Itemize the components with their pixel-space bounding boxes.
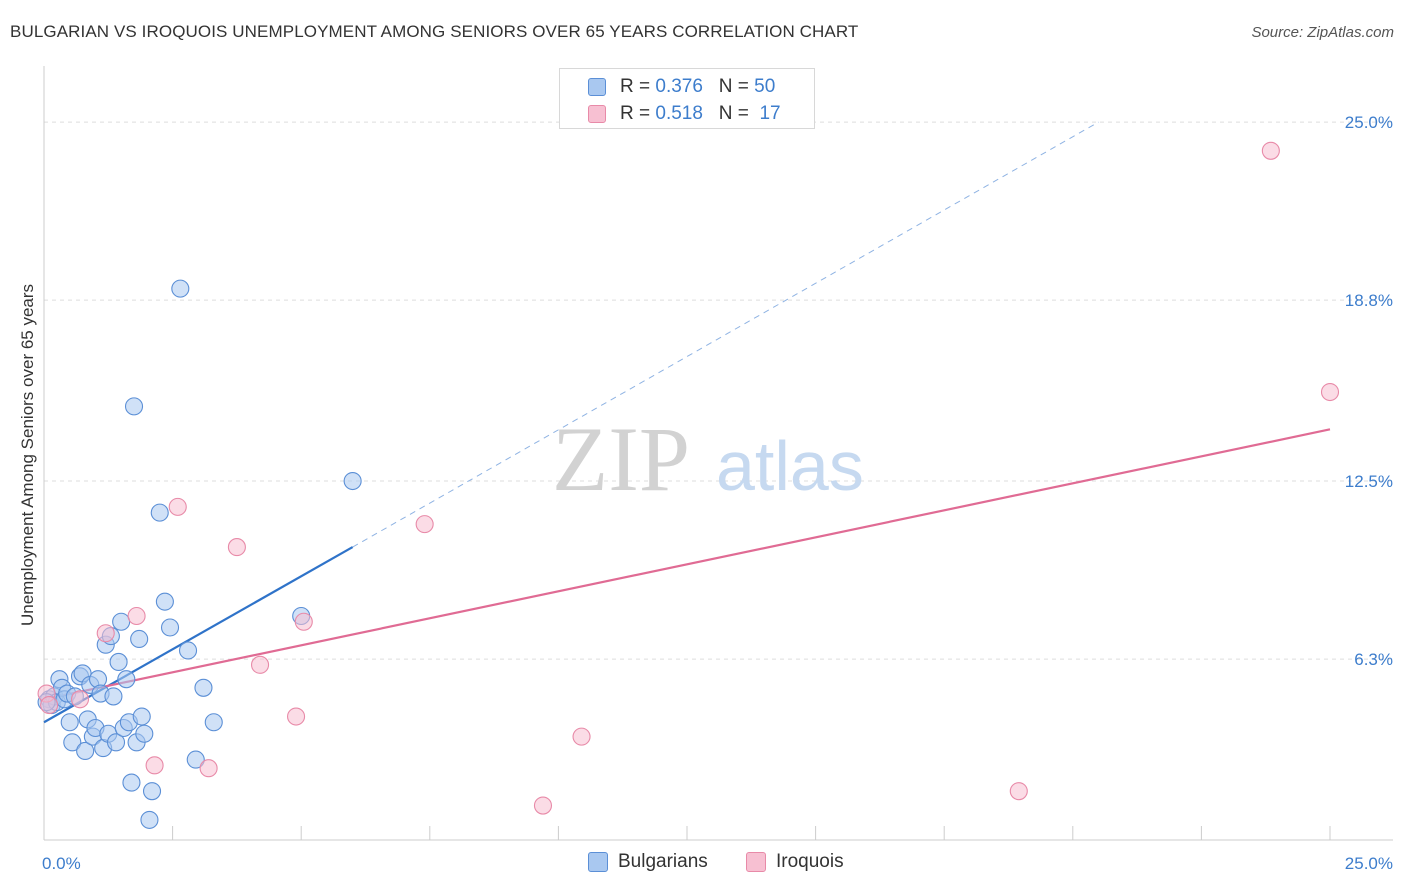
legend-label-bulgarians: Bulgarians [618,851,708,872]
point-bulgarians [132,707,151,726]
data-points [37,141,1340,829]
trend-line-iroquois [43,428,1331,701]
watermark-atlas: atlas [716,427,864,505]
legend-swatch-iroquois [746,852,766,872]
legend-row-bulgarians: R = 0.376 N = 50 [560,74,775,100]
point-bulgarians [135,724,154,743]
point-iroquois [70,690,90,709]
legend-swatch-bulgarians [588,78,606,96]
point-iroquois [40,695,59,715]
point-iroquois [287,707,306,726]
legend-n-label: N = [718,76,749,97]
trend-line-bulgarians [43,546,354,724]
point-bulgarians [142,782,162,801]
watermark-zip: ZIP [552,408,690,510]
point-bulgarians [122,773,141,792]
point-bulgarians [194,678,213,697]
y-tick-label: 18.8% [1345,291,1393,310]
point-bulgarians [343,471,362,491]
point-iroquois [572,727,591,746]
point-bulgarians [171,279,190,298]
legend-swatch-iroquois [588,105,606,123]
legend-row-iroquois: R = 0.518 N = 17 [560,101,781,127]
legend-r-label: R = [620,103,651,124]
series-legend: Bulgarians Iroquois [0,851,1406,877]
point-iroquois [1261,141,1280,160]
point-bulgarians [109,652,128,672]
y-tick-label: 12.5% [1345,472,1393,491]
legend-n-label: N = [718,103,749,124]
point-iroquois [127,606,146,626]
legend-r-value: 0.376 [655,76,703,97]
point-bulgarians [63,733,82,752]
point-iroquois [250,655,270,674]
point-iroquois [294,612,313,631]
point-bulgarians [112,612,131,631]
point-bulgarians [60,713,79,732]
legend-r-value: 0.518 [655,103,703,124]
point-bulgarians [106,733,126,752]
chart-title: BULGARIAN VS IROQUOIS UNEMPLOYMENT AMONG… [10,22,859,41]
point-bulgarians [76,741,95,761]
x-tick-label: 0.0% [42,854,81,873]
legend-swatch-bulgarians [588,852,608,872]
point-iroquois [227,538,246,557]
legend-r-label: R = [620,76,651,97]
point-bulgarians [178,641,198,660]
point-iroquois [1009,782,1028,801]
point-bulgarians [204,713,223,732]
x-tick-labels: 0.0% 25.0% [42,854,1393,873]
point-bulgarians [104,687,123,706]
x-tick-label: 25.0% [1345,854,1393,873]
point-bulgarians [140,810,159,829]
legend-n-value: 17 [759,103,781,124]
point-iroquois [145,756,164,775]
legend-item-iroquois[interactable]: Iroquois [746,851,844,873]
point-iroquois [533,796,553,815]
gridlines [44,121,1393,660]
point-bulgarians [130,629,149,649]
point-bulgarians [160,618,180,637]
chart-source: Source: ZipAtlas.com [1251,24,1394,41]
point-bulgarians [117,670,136,689]
correlation-legend: R = 0.376 N = 50 R = 0.518 N = 17 [559,68,815,129]
legend-label-iroquois: Iroquois [776,851,844,872]
y-tick-labels: 6.3% 12.5% 18.8% 25.0% [1345,113,1393,669]
legend-n-value: 50 [754,76,776,97]
point-bulgarians [150,503,169,522]
point-bulgarians [124,397,144,416]
point-bulgarians [186,750,205,769]
point-iroquois [168,497,187,516]
point-iroquois [415,515,434,534]
y-tick-label: 25.0% [1345,113,1393,132]
y-tick-label: 6.3% [1354,650,1393,669]
legend-item-bulgarians[interactable]: Bulgarians [588,851,708,873]
point-iroquois [1320,382,1340,402]
point-bulgarians [155,592,174,611]
trend-extension-bulgarians [352,121,1099,548]
point-iroquois [199,759,218,778]
point-iroquois [96,624,115,643]
